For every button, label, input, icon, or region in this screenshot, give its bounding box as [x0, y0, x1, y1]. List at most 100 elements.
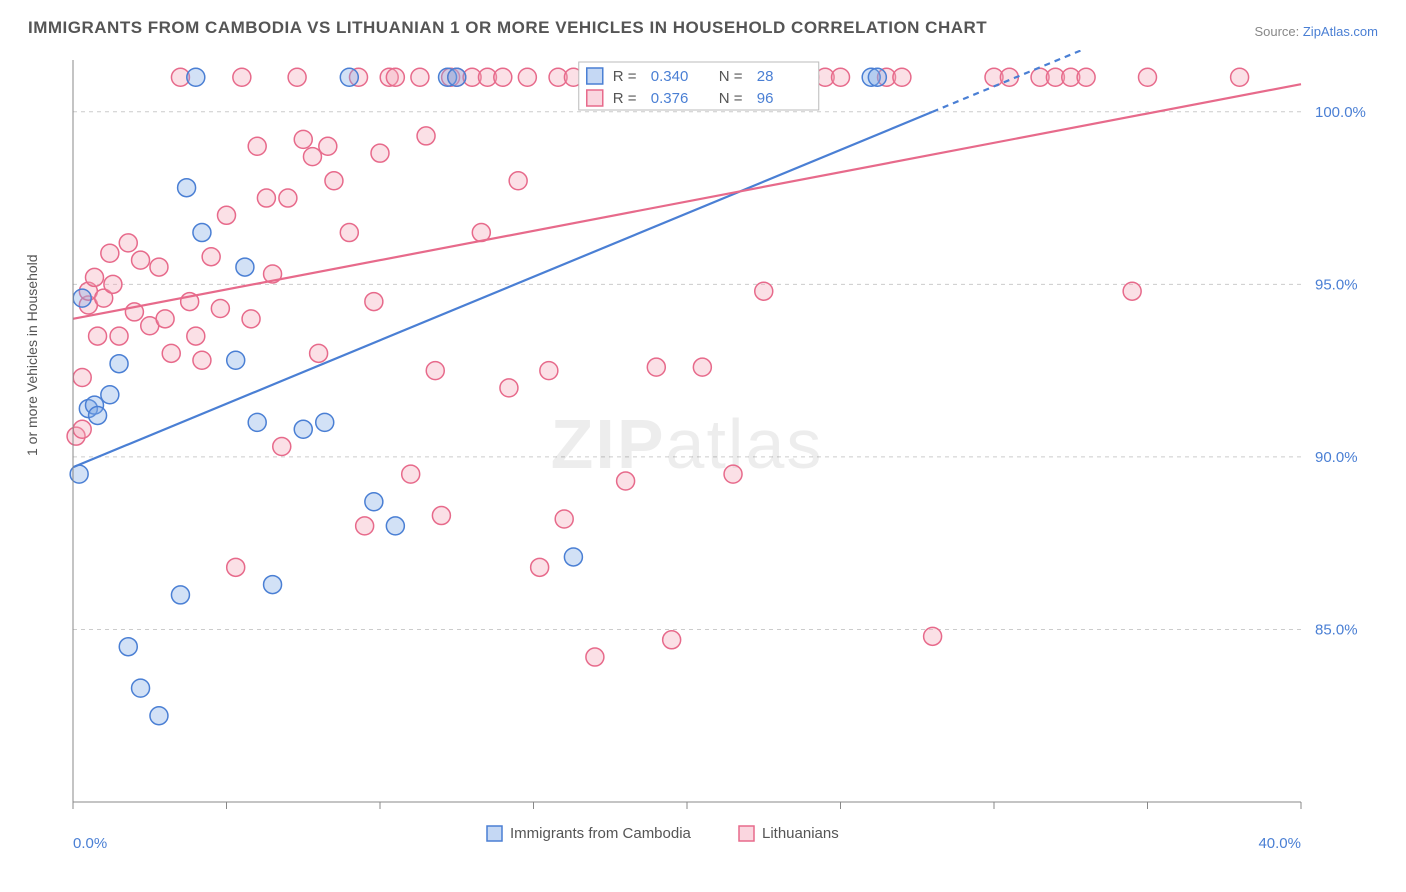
point-lithuanians — [1077, 68, 1095, 86]
point-cambodia — [264, 576, 282, 594]
y-tick-label: 85.0% — [1315, 621, 1358, 638]
point-lithuanians — [310, 344, 328, 362]
point-cambodia — [868, 68, 886, 86]
point-lithuanians — [156, 310, 174, 328]
chart-title: IMMIGRANTS FROM CAMBODIA VS LITHUANIAN 1… — [28, 18, 987, 38]
point-lithuanians — [586, 648, 604, 666]
point-lithuanians — [319, 137, 337, 155]
point-lithuanians — [1139, 68, 1157, 86]
point-lithuanians — [356, 517, 374, 535]
point-lithuanians — [924, 627, 942, 645]
point-lithuanians — [233, 68, 251, 86]
point-cambodia — [178, 179, 196, 197]
point-lithuanians — [494, 68, 512, 86]
legend-n-cambodia: 28 — [757, 68, 774, 85]
point-lithuanians — [693, 358, 711, 376]
point-lithuanians — [162, 344, 180, 362]
point-cambodia — [171, 586, 189, 604]
point-lithuanians — [104, 275, 122, 293]
legend-n-label: N = — [719, 90, 743, 107]
legend-r-label: R = — [613, 90, 637, 107]
point-cambodia — [236, 258, 254, 276]
point-lithuanians — [85, 268, 103, 286]
point-lithuanians — [288, 68, 306, 86]
point-lithuanians — [540, 362, 558, 380]
point-lithuanians — [325, 172, 343, 190]
point-cambodia — [316, 413, 334, 431]
legend-swatch-lithuanians — [587, 90, 603, 106]
legend-r-lithuanians: 0.376 — [651, 90, 689, 107]
point-cambodia — [110, 355, 128, 373]
point-cambodia — [365, 493, 383, 511]
point-lithuanians — [426, 362, 444, 380]
watermark: ZIPatlas — [551, 405, 824, 483]
point-cambodia — [227, 351, 245, 369]
point-lithuanians — [218, 206, 236, 224]
legend-swatch-cambodia — [587, 68, 603, 84]
point-cambodia — [119, 638, 137, 656]
y-axis-label: 1 or more Vehicles in Household — [24, 254, 40, 456]
legend-n-label: N = — [719, 68, 743, 85]
point-lithuanians — [119, 234, 137, 252]
y-tick-label: 90.0% — [1315, 449, 1358, 466]
point-lithuanians — [303, 148, 321, 166]
point-cambodia — [193, 224, 211, 242]
x-tick-label: 0.0% — [73, 835, 107, 852]
point-lithuanians — [110, 327, 128, 345]
point-lithuanians — [371, 144, 389, 162]
trendline-lithuanians — [73, 84, 1301, 319]
bottom-swatch-cambodia — [487, 826, 502, 841]
point-lithuanians — [402, 465, 420, 483]
point-lithuanians — [617, 472, 635, 490]
point-lithuanians — [531, 558, 549, 576]
point-lithuanians — [248, 137, 266, 155]
point-cambodia — [73, 289, 91, 307]
point-lithuanians — [227, 558, 245, 576]
point-lithuanians — [647, 358, 665, 376]
point-lithuanians — [211, 299, 229, 317]
x-tick-label: 40.0% — [1258, 835, 1301, 852]
point-lithuanians — [500, 379, 518, 397]
point-lithuanians — [518, 68, 536, 86]
point-lithuanians — [1231, 68, 1249, 86]
point-lithuanians — [724, 465, 742, 483]
point-cambodia — [150, 707, 168, 725]
point-lithuanians — [432, 507, 450, 525]
source-prefix: Source: — [1254, 24, 1302, 39]
point-cambodia — [101, 386, 119, 404]
point-lithuanians — [193, 351, 211, 369]
point-cambodia — [187, 68, 205, 86]
chart-container: 1 or more Vehicles in Household 85.0%90.… — [28, 50, 1386, 862]
point-cambodia — [294, 420, 312, 438]
point-lithuanians — [1123, 282, 1141, 300]
point-cambodia — [132, 679, 150, 697]
point-cambodia — [89, 406, 107, 424]
y-tick-label: 95.0% — [1315, 276, 1358, 293]
point-cambodia — [340, 68, 358, 86]
point-lithuanians — [832, 68, 850, 86]
point-lithuanians — [242, 310, 260, 328]
point-lithuanians — [73, 420, 91, 438]
bottom-label-cambodia: Immigrants from Cambodia — [510, 825, 692, 842]
point-cambodia — [248, 413, 266, 431]
point-lithuanians — [202, 248, 220, 266]
point-lithuanians — [365, 293, 383, 311]
y-tick-label: 100.0% — [1315, 104, 1366, 121]
point-lithuanians — [187, 327, 205, 345]
point-cambodia — [564, 548, 582, 566]
point-cambodia — [386, 517, 404, 535]
bottom-swatch-lithuanians — [739, 826, 754, 841]
point-lithuanians — [294, 130, 312, 148]
point-lithuanians — [509, 172, 527, 190]
point-lithuanians — [89, 327, 107, 345]
point-lithuanians — [555, 510, 573, 528]
point-lithuanians — [893, 68, 911, 86]
legend-n-lithuanians: 96 — [757, 90, 774, 107]
source-link[interactable]: ZipAtlas.com — [1303, 24, 1378, 39]
point-lithuanians — [340, 224, 358, 242]
point-lithuanians — [273, 438, 291, 456]
point-lithuanians — [386, 68, 404, 86]
legend-r-cambodia: 0.340 — [651, 68, 689, 85]
point-lithuanians — [417, 127, 435, 145]
point-lithuanians — [73, 369, 91, 387]
